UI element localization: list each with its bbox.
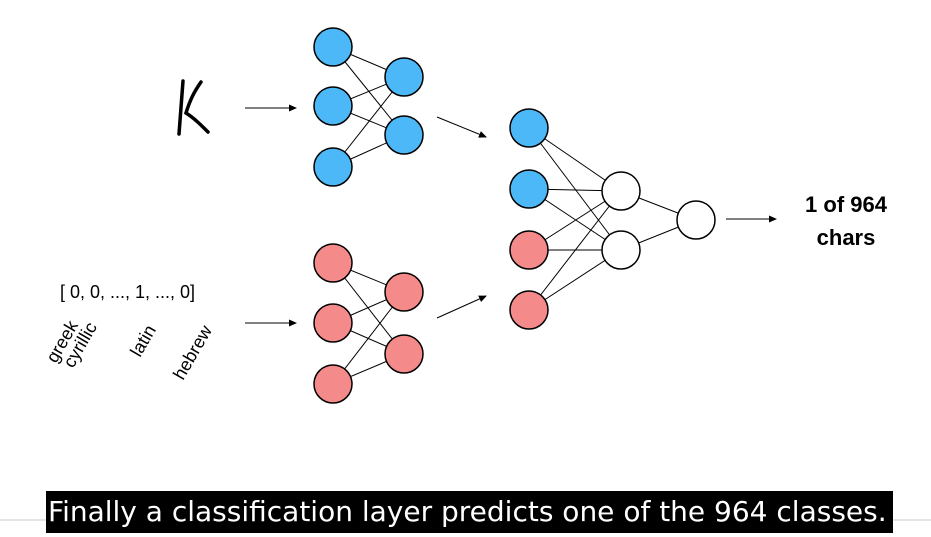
alphabet-label-hebrew: hebrew [169,321,216,383]
alphabet-net-nodes [313,243,424,404]
image-input-node [313,147,353,187]
hidden-node [601,230,641,270]
classifier-output-node [676,200,716,240]
alphabet-input-node [313,364,353,404]
image-input-node [313,27,353,67]
merged-input-node-image [509,108,549,148]
alphabet-output-node [384,334,424,374]
merged-net-nodes [509,108,716,330]
merged-input-node-alphabet [509,230,549,270]
alphabet-output-node [384,272,424,312]
alphabet-input-node [313,303,353,343]
merged-input-node-alphabet [509,290,549,330]
merged-net-edges [528,127,697,311]
arrow-alphabet-net-to-merge [436,295,487,319]
merged-input-node-image [509,169,549,209]
arrow-image-net-to-merge [436,116,487,138]
image-input-node [313,86,353,126]
output-label-line2: chars [817,225,876,250]
input-character-image [177,79,210,136]
output-label-line1: 1 of 964 [805,192,888,217]
alphabet-input-node [313,243,353,283]
image-output-node [384,57,424,97]
image-net-nodes [313,27,424,187]
image-output-node [384,115,424,155]
subtitle-caption: Finally a classification layer predicts … [46,491,893,533]
hidden-node [601,171,641,211]
alphabet-one-hot-vector: [ 0, 0, ..., 1, ..., 0] [60,282,195,302]
alphabet-label-latin: latin [126,321,160,360]
